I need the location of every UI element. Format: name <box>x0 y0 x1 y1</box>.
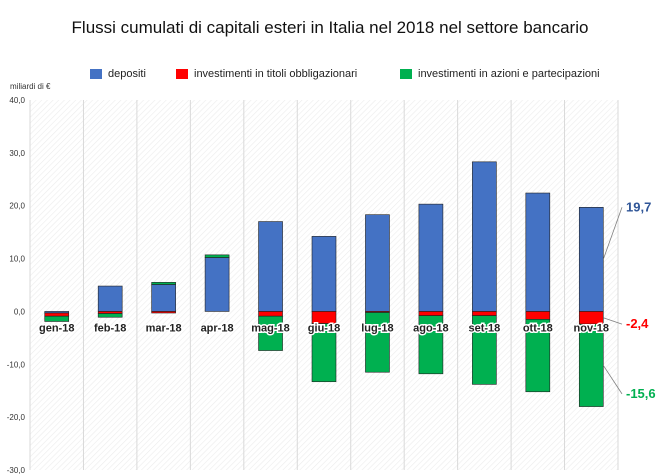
x-tick-label: feb-18 <box>94 322 126 334</box>
legend: depositi investimenti in titoli obbligaz… <box>0 68 660 84</box>
annotation-label: 19,7 <box>626 199 651 214</box>
annotation-leader-line <box>602 365 623 395</box>
x-tick-label: nov-18 <box>574 322 609 334</box>
bar-segment <box>472 315 497 385</box>
y-tick-label: 30,0 <box>9 149 25 158</box>
bar-segment <box>472 311 497 316</box>
bar-segment <box>204 257 230 312</box>
bar-segment <box>44 315 70 322</box>
x-tick-label: ago-18 <box>413 322 448 334</box>
bar-segment <box>525 192 551 312</box>
bar-segment <box>472 161 497 312</box>
annotation-label: -15,6 <box>626 386 656 401</box>
y-tick-label: -10,0 <box>7 360 26 369</box>
x-tick-label: gen-18 <box>39 322 74 334</box>
x-tick-label: apr-18 <box>201 322 234 334</box>
annotation-label: -2,4 <box>626 316 649 331</box>
legend-swatch <box>400 69 412 79</box>
annotation-leader-line <box>602 207 623 260</box>
chart-title: Flussi cumulati di capitali esteri in It… <box>71 18 589 37</box>
bar-segment <box>578 207 604 312</box>
bar-segment <box>311 323 337 383</box>
bar-segment <box>44 312 70 317</box>
bar-segment <box>525 319 551 393</box>
legend-label: investimenti in titoli obbligazionari <box>194 68 358 80</box>
bar-segment <box>311 236 337 312</box>
x-tick-label: mag-18 <box>251 322 290 334</box>
x-tick-label: set-18 <box>468 322 500 334</box>
bar-segment <box>525 311 551 320</box>
annotation-leader-line <box>603 317 623 325</box>
bar-segment <box>151 311 176 314</box>
bar-segment <box>258 311 283 317</box>
bar-segment <box>418 311 444 316</box>
bar-segment <box>151 284 176 312</box>
y-tick-label: 0,0 <box>14 307 26 316</box>
legend-item-azioni: investimenti in azioni e partecipazioni <box>400 68 600 80</box>
legend-swatch <box>90 69 102 79</box>
x-tick-label: lug-18 <box>361 322 393 334</box>
y-tick-label: 20,0 <box>9 202 25 211</box>
bar-segment <box>578 323 604 407</box>
x-tick-label: ott-18 <box>523 322 553 334</box>
bar-segment <box>97 285 123 312</box>
y-tick-label: 10,0 <box>9 255 25 264</box>
y-tick-label: -30,0 <box>7 466 26 474</box>
bar-segment <box>365 312 390 373</box>
legend-label: depositi <box>108 68 146 80</box>
bar-segment <box>204 254 230 258</box>
legend-item-depositi: depositi <box>90 68 146 80</box>
bar-segment <box>258 315 283 351</box>
bar-segment <box>151 282 176 285</box>
bar-segment <box>258 221 283 312</box>
legend-swatch <box>176 69 188 79</box>
y-axis-unit-label: miliardi di € <box>10 82 51 91</box>
y-tick-label: 40,0 <box>9 96 25 105</box>
bar-segment <box>418 315 444 375</box>
x-tick-label: mar-18 <box>146 322 182 334</box>
legend-item-titoli: investimenti in titoli obbligazionari <box>176 68 357 80</box>
bar-segment <box>365 214 390 312</box>
bar-segment <box>97 311 123 314</box>
y-tick-label: -20,0 <box>7 413 26 422</box>
legend-label: investimenti in azioni e partecipazioni <box>418 68 600 80</box>
x-tick-label: giu-18 <box>308 322 340 334</box>
bar-segment <box>97 313 123 318</box>
bar-segment <box>418 203 444 312</box>
